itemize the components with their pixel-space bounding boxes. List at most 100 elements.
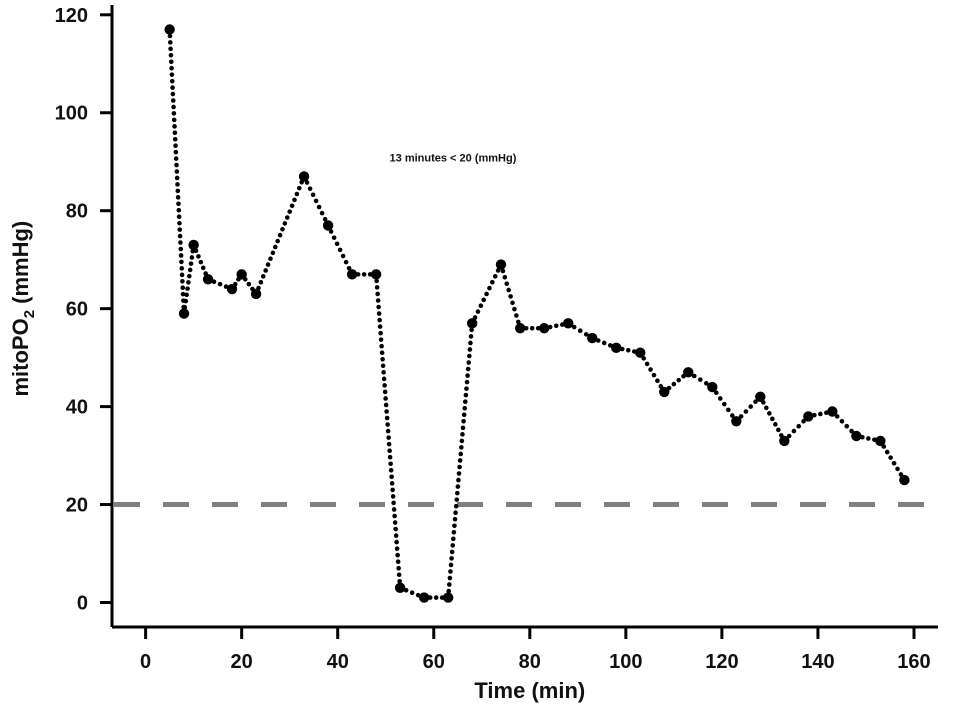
interpolated-point [891,460,897,466]
interpolated-point [296,185,302,191]
interpolated-point [465,366,471,372]
measured-point [611,342,622,354]
interpolated-point [168,46,173,52]
interpolated-point [468,340,473,346]
interpolated-point [492,274,498,279]
measured-point [250,288,262,300]
interpolated-point [280,227,285,232]
interpolated-point [456,471,462,476]
interpolated-point [449,549,455,555]
interpolated-point [268,256,273,262]
interpolated-point [379,350,385,356]
y-tick-label: 60 [66,299,88,321]
annotation-label: 13 minutes < 20 (mmHg) [390,153,517,165]
interpolated-point [490,279,495,285]
interpolated-point [322,216,328,222]
interpolated-point [671,381,677,387]
interpolated-point [834,414,840,419]
interpolated-point [170,85,175,90]
interpolated-point [767,411,772,416]
measured-point [466,318,478,329]
interpolated-point [776,427,781,433]
interpolated-point [770,416,775,422]
interpolated-point [246,281,252,287]
interpolated-point [655,378,660,384]
interpolated-point [510,300,515,306]
measured-point [731,416,742,427]
measured-point [236,269,247,280]
interpolated-point [265,262,271,267]
interpolated-point [375,298,381,303]
interpolated-point [174,175,180,181]
x-tick-label: 40 [327,651,349,673]
interpolated-point [459,438,465,444]
interpolated-point [457,458,463,463]
interpolated-point [818,411,823,417]
interpolated-point [185,286,190,291]
interpolated-point [464,386,469,391]
interpolated-point [753,399,758,405]
interpolated-point [458,451,464,457]
interpolated-point [170,98,176,103]
data-points [164,24,910,603]
interpolated-point [307,186,313,191]
interpolated-point [386,441,392,447]
measured-point [322,220,334,231]
interpolated-point [337,247,343,253]
interpolated-point [381,376,387,382]
interpolated-point [292,197,297,203]
interpolated-point [381,370,386,375]
interpolated-point [390,487,395,493]
interpolated-point [463,392,469,398]
interpolated-point [180,285,186,291]
interpolated-point [462,405,468,411]
interpolated-point [895,466,900,472]
interpolated-point [172,136,178,142]
measured-point [827,406,838,417]
interpolated-point [376,304,381,310]
interpolated-point [849,428,854,434]
interpolated-point [453,510,458,516]
interpolated-point [167,33,173,39]
interpolated-point [171,104,176,110]
measured-point [635,347,646,358]
measured-point [202,274,214,285]
interpolated-point [395,559,401,564]
interpolated-point [773,422,778,427]
interpolated-point [287,209,292,214]
interpolated-point [395,552,400,558]
interpolated-point [449,556,454,561]
interpolated-point [178,246,184,252]
interpolated-point [374,285,380,290]
interpolated-point [380,363,386,369]
interpolated-point [388,467,394,473]
interpolated-point [343,259,349,265]
interpolated-point [310,192,316,198]
interpolated-point [196,254,201,259]
measured-point [178,308,190,319]
interpolated-point [328,229,334,234]
interpolated-point [447,575,453,581]
interpolated-point [481,297,487,303]
interpolated-point [463,399,468,405]
interpolated-point [529,325,535,331]
interpolated-point [389,474,394,480]
interpolated-point [304,180,310,185]
interpolated-point [383,396,388,401]
interpolated-point [270,250,276,256]
interpolated-point [272,244,278,250]
interpolated-point [866,436,871,441]
interpolated-point [169,78,175,84]
measured-point [442,592,454,603]
interpolated-point [502,275,508,280]
interpolated-point [258,279,264,285]
measured-point [851,430,862,442]
interpolated-point [839,419,845,424]
interpolated-point [467,347,473,352]
measured-point [803,411,814,422]
interpolated-point [396,572,402,578]
x-tick-label: 80 [519,651,541,673]
interpolated-point [452,516,458,522]
interpolated-point [697,377,703,382]
